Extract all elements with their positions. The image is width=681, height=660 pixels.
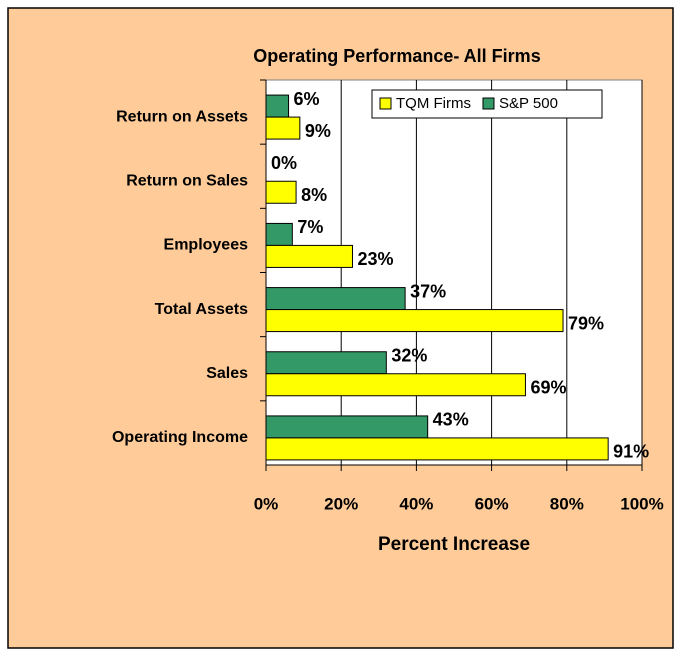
bar bbox=[265, 287, 406, 311]
plot-area bbox=[265, 79, 643, 466]
x-tick-label: 100% bbox=[620, 494, 663, 513]
x-tick-label: 80% bbox=[550, 494, 584, 513]
data-label: 0% bbox=[271, 153, 297, 173]
x-tick-label: 60% bbox=[475, 494, 509, 513]
bar bbox=[265, 116, 301, 140]
y-tick-label: Total Assets bbox=[155, 301, 248, 318]
bar bbox=[265, 222, 293, 246]
data-label: 6% bbox=[294, 89, 320, 109]
legend-label: TQM Firms bbox=[396, 95, 471, 112]
data-label: 69% bbox=[530, 378, 566, 398]
legend-label: S&P 500 bbox=[499, 95, 558, 112]
bar bbox=[265, 180, 297, 204]
x-tick-label: 20% bbox=[324, 494, 358, 513]
legend-swatch bbox=[482, 97, 495, 110]
x-tick-label: 0% bbox=[254, 494, 279, 513]
data-label: 7% bbox=[297, 217, 323, 237]
bar bbox=[265, 415, 429, 439]
bar bbox=[265, 244, 353, 268]
data-label: 23% bbox=[357, 249, 393, 269]
x-axis-label: Percent Increase bbox=[378, 534, 530, 555]
legend-swatch bbox=[379, 97, 392, 110]
data-label: 9% bbox=[305, 121, 331, 141]
y-tick-label: Return on Assets bbox=[116, 108, 248, 125]
data-label: 8% bbox=[301, 185, 327, 205]
data-label: 37% bbox=[410, 281, 446, 301]
data-label: 91% bbox=[613, 442, 649, 462]
y-tick-label: Operating Income bbox=[112, 429, 248, 446]
bar bbox=[265, 94, 290, 118]
data-label: 43% bbox=[433, 410, 469, 430]
bar bbox=[265, 351, 387, 375]
y-tick-label: Sales bbox=[206, 365, 248, 382]
data-label: 32% bbox=[391, 346, 427, 366]
y-tick-label: Return on Sales bbox=[126, 172, 248, 189]
x-tick-label: 40% bbox=[399, 494, 433, 513]
y-tick-label: Employees bbox=[164, 237, 249, 254]
bar bbox=[265, 437, 609, 461]
data-label: 79% bbox=[568, 313, 604, 333]
chart-title: Operating Performance- All Firms bbox=[253, 46, 540, 66]
bar bbox=[265, 309, 564, 333]
bar bbox=[265, 373, 526, 397]
